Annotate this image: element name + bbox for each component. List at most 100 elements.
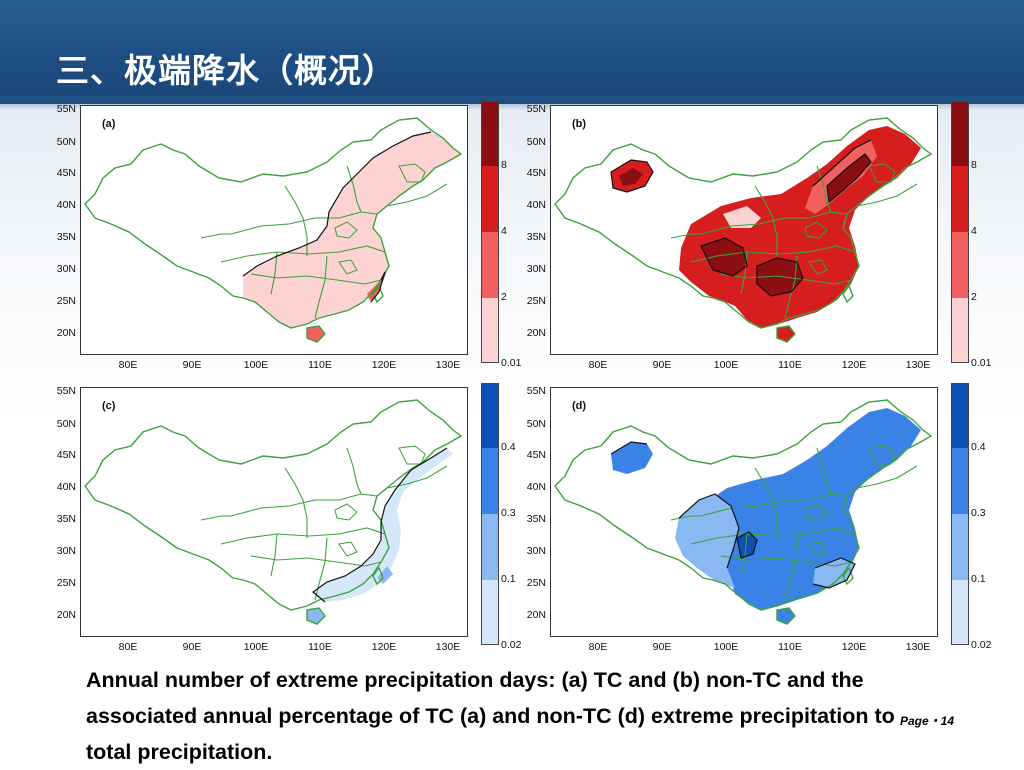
colorbar-label: 0.3 [501,507,516,519]
lat-tick-label: 50N [526,136,546,148]
country-boundary [842,284,854,304]
colorbar-label: 4 [971,225,977,237]
province-boundary [314,537,328,601]
map-panel-c: 55N 50N 45N 40N 35N 30N 25N 20N (c) 80E 90E 100E 110… [50,382,475,662]
province-boundary [346,165,362,213]
colorbar-label: 8 [971,159,977,171]
lat-tick-label: 35N [526,231,546,243]
province-boundary [808,259,828,275]
colorbar-segment [482,298,498,362]
slide-title: 三、极端降水（概况） [56,51,396,90]
figure-caption: Annual number of extreme precipitation d… [86,668,895,764]
province-boundary [338,541,358,557]
province-boundary [398,163,426,183]
colorbar-segment [952,448,968,514]
precip-region [675,494,739,588]
lon-tick-label: 80E [588,359,608,371]
lat-tick-label: 55N [56,103,76,115]
province-boundary [856,465,918,489]
contour-line [812,557,856,589]
contour-line [736,531,758,559]
province-boundary [398,445,426,465]
precip-region [701,238,747,276]
colorbar-label: 0.01 [971,357,992,369]
precip-region [679,126,921,328]
lat-tick-label: 40N [56,199,76,211]
colorbar-label: 0.1 [971,573,986,585]
province-boundary [670,233,701,239]
lon-tick-label: 130E [435,359,461,371]
country-boundary [776,325,796,343]
contour-line [610,159,654,193]
map-panel-d: 55N 50N 45N 40N 35N 30N 25N 20N (d) 80E 90E 100E 110… [520,382,945,662]
province-boundary [670,515,701,521]
province-boundary [808,541,828,557]
province-boundary [386,183,448,207]
precip-region [723,206,761,228]
colorbar-label: 8 [501,159,507,171]
province-boundary [720,273,852,285]
colorbar-segment [482,448,498,514]
lat-tick-label: 50N [56,136,76,148]
lat-tick-label: 40N [56,481,76,493]
colorbar-segment [482,580,498,644]
lon-tick-label: 90E [652,641,672,653]
contour-line [610,441,648,455]
china-map [554,399,933,625]
province-boundary [314,255,328,319]
panel-letter: (d) [572,400,587,412]
province-boundary [740,251,748,295]
colorbar-segment [952,384,968,448]
colorbar [951,383,969,645]
lat-tick-label: 20N [56,327,76,339]
colorbar-segment [482,166,498,232]
lon-tick-label: 100E [713,641,739,653]
province-boundary [868,163,896,183]
province-boundary [200,233,231,239]
province-boundary [754,467,778,538]
map-frame [80,105,468,355]
contour-line [812,139,872,187]
lon-tick-label: 100E [243,641,269,653]
country-boundary [842,566,854,586]
country-boundary [84,117,463,329]
colorbar-segment [952,102,968,166]
province-boundary [804,221,828,239]
lon-tick-label: 120E [841,641,867,653]
lat-tick-label: 35N [56,513,76,525]
lon-tick-label: 110E [778,641,802,653]
colorbar-label: 0.01 [501,357,522,369]
contour-line [756,257,804,297]
lat-tick-label: 30N [526,263,546,275]
lat-tick-label: 25N [526,295,546,307]
precip-region [701,408,921,610]
lat-tick-label: 50N [526,418,546,430]
country-boundary [84,399,463,611]
province-boundary [334,503,358,521]
lat-tick-label: 20N [526,609,546,621]
contour-line [700,237,748,277]
page-number: Page・14 [900,714,955,728]
province-boundary [284,467,308,538]
precip-region [611,442,653,474]
colorbar-label: 0.4 [971,441,986,453]
lat-tick-label: 30N [526,545,546,557]
country-boundary [306,325,326,343]
province-boundary [338,259,358,275]
lon-tick-label: 120E [371,641,397,653]
china-map [554,117,933,343]
map-panel-b: 55N 50N 45N 40N 35N 30N 25N 20N (b) 80E 90E 100E 110… [520,100,945,380]
panel-letter: (c) [102,400,116,412]
lat-tick-label: 55N [526,103,546,115]
contour-line [312,447,448,603]
lat-tick-label: 35N [526,513,546,525]
colorbar-label: 0.02 [501,639,522,651]
precip-region [827,154,871,202]
colorbar-label: 2 [501,291,507,303]
lon-tick-label: 90E [182,359,202,371]
lat-tick-label: 35N [56,231,76,243]
lat-tick-label: 55N [526,385,546,397]
colorbar-segment [952,580,968,644]
lon-tick-label: 110E [308,641,332,653]
contour-line [826,153,872,204]
